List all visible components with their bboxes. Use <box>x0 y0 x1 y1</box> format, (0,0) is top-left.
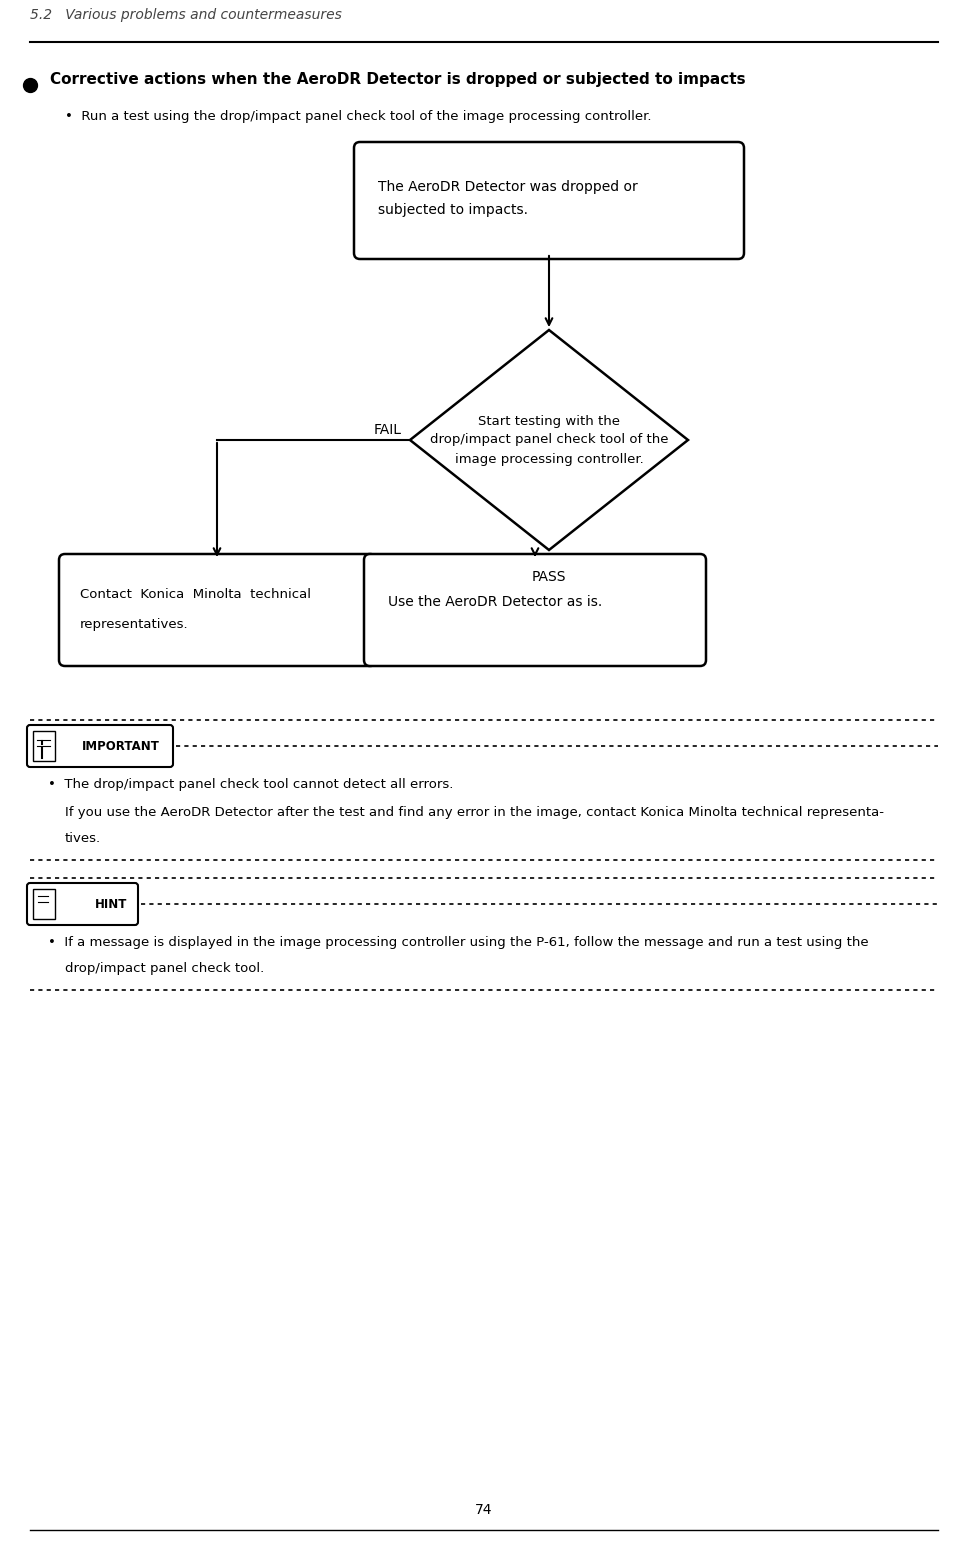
Text: If you use the AeroDR Detector after the test and find any error in the image, c: If you use the AeroDR Detector after the… <box>65 807 884 819</box>
Text: Corrective actions when the AeroDR Detector is dropped or subjected to impacts: Corrective actions when the AeroDR Detec… <box>50 71 745 87</box>
FancyBboxPatch shape <box>354 141 744 260</box>
Text: •  Run a test using the drop/impact panel check tool of the image processing con: • Run a test using the drop/impact panel… <box>65 110 651 123</box>
Polygon shape <box>410 329 688 550</box>
Text: IMPORTANT: IMPORTANT <box>82 740 160 752</box>
FancyBboxPatch shape <box>27 883 138 925</box>
Text: •  The drop/impact panel check tool cannot detect all errors.: • The drop/impact panel check tool canno… <box>48 779 453 791</box>
Text: PASS: PASS <box>531 570 566 584</box>
Text: 74: 74 <box>475 1503 493 1517</box>
Text: representatives.: representatives. <box>80 618 189 631</box>
Text: drop/impact panel check tool.: drop/impact panel check tool. <box>65 962 264 974</box>
Text: Use the AeroDR Detector as is.: Use the AeroDR Detector as is. <box>388 595 602 609</box>
Text: The AeroDR Detector was dropped or
subjected to impacts.: The AeroDR Detector was dropped or subje… <box>378 180 638 218</box>
Text: tives.: tives. <box>65 831 101 845</box>
FancyBboxPatch shape <box>33 730 55 761</box>
Text: Start testing with the
drop/impact panel check tool of the
image processing cont: Start testing with the drop/impact panel… <box>430 415 668 466</box>
Text: 5.2   Various problems and countermeasures: 5.2 Various problems and countermeasures <box>30 8 342 22</box>
FancyBboxPatch shape <box>364 553 706 667</box>
FancyBboxPatch shape <box>33 889 55 918</box>
Text: FAIL: FAIL <box>374 423 402 437</box>
FancyBboxPatch shape <box>27 726 173 768</box>
Text: HINT: HINT <box>95 898 127 911</box>
Text: •  If a message is displayed in the image processing controller using the P-61, : • If a message is displayed in the image… <box>48 936 868 949</box>
Text: Contact  Konica  Minolta  technical: Contact Konica Minolta technical <box>80 587 311 601</box>
FancyBboxPatch shape <box>59 553 376 667</box>
